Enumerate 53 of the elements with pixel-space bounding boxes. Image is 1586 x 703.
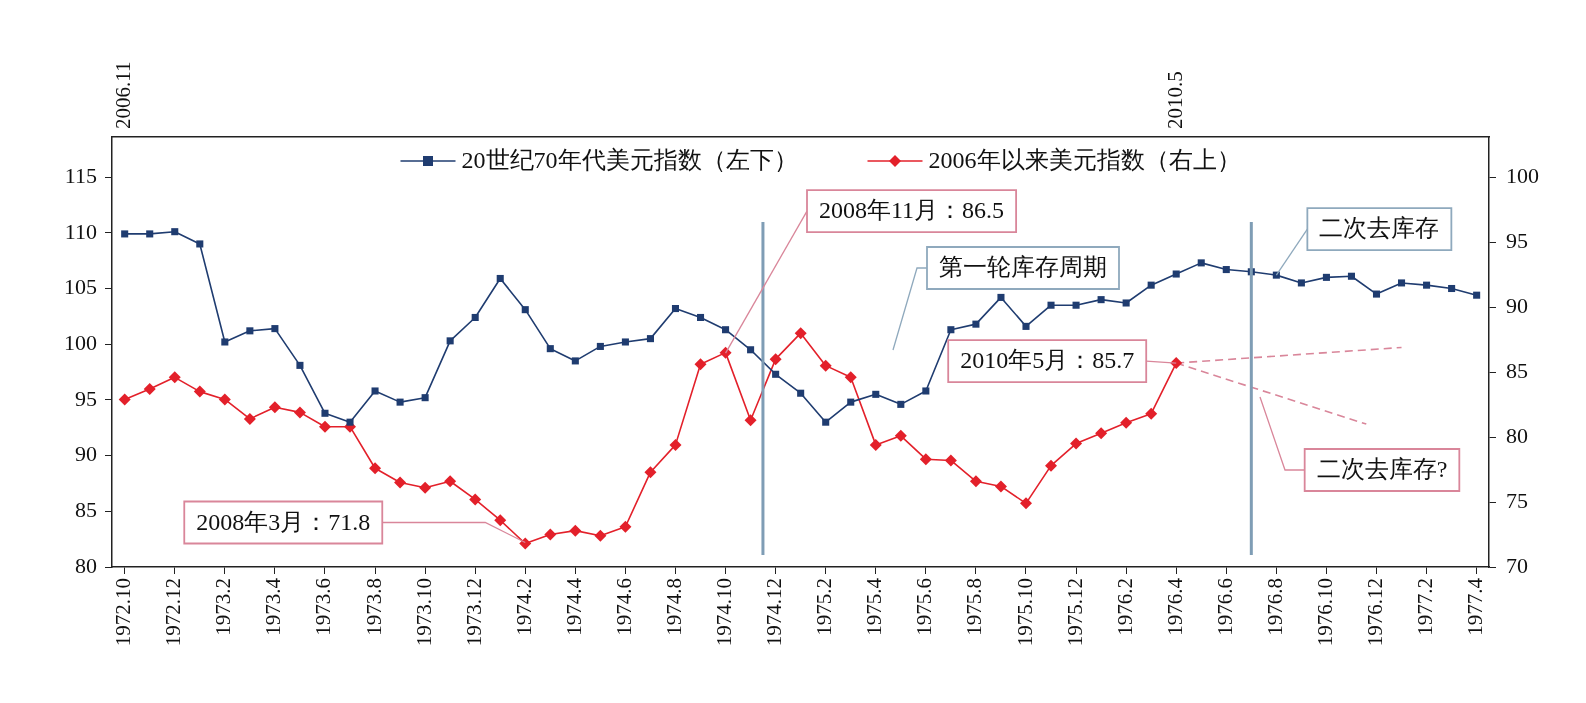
x-tick-label: 1973.12 xyxy=(461,578,486,647)
x-tick-label: 1976.10 xyxy=(1312,578,1337,647)
x-tick-label: 1975.8 xyxy=(962,578,987,636)
x-tick-label: 1974.6 xyxy=(611,578,636,636)
x-tick-label: 1976.8 xyxy=(1262,578,1287,636)
x-tick-label: 1977.2 xyxy=(1413,578,1438,636)
y2-tick-label: 85 xyxy=(1506,357,1528,383)
x-tick-label: 1974.8 xyxy=(662,578,686,636)
y2-tick-label: 75 xyxy=(1506,487,1528,513)
x-tick-label: 1974.4 xyxy=(561,577,586,636)
x-tick-label: 1975.4 xyxy=(862,577,887,636)
y-tick-label: 90 xyxy=(75,441,97,467)
x-tick-label: 1973.8 xyxy=(361,578,386,636)
x-tick-label: 1973.10 xyxy=(411,578,436,647)
x-tick-label: 1975.10 xyxy=(1012,578,1037,647)
annotation: 二次去库存? xyxy=(1316,456,1448,483)
y-tick-label: 85 xyxy=(75,497,97,523)
y2-tick-label: 70 xyxy=(1506,552,1528,578)
y2-tick-label: 80 xyxy=(1506,422,1528,448)
x-tick-label: 1975.12 xyxy=(1062,578,1087,647)
annotation: 第一轮库存周期 xyxy=(939,254,1107,281)
y2-tick-label: 90 xyxy=(1506,292,1528,318)
x-tick-label: 1975.6 xyxy=(912,578,937,636)
x-tick-label: 1974.2 xyxy=(511,578,536,636)
x-tick-label: 1977.4 xyxy=(1463,577,1488,636)
y2-tick-label: 95 xyxy=(1506,228,1528,254)
annotation: 2008年11月：86.5 xyxy=(819,197,1005,224)
annotation: 2010年5月：85.7 xyxy=(960,347,1135,374)
x2-tick-label: 2010.5 xyxy=(1162,71,1187,129)
y-tick-label: 100 xyxy=(64,329,97,355)
x-tick-label: 1974.10 xyxy=(712,578,737,647)
x-tick-label: 1972.10 xyxy=(111,578,136,647)
x-tick-label: 1973.6 xyxy=(311,578,336,636)
annotation: 2008年3月：71.8 xyxy=(196,508,371,535)
y-tick-label: 105 xyxy=(64,274,97,300)
x-tick-label: 1974.12 xyxy=(762,578,787,647)
y2-tick-label: 100 xyxy=(1506,163,1539,189)
x-tick-label: 1973.2 xyxy=(211,578,236,636)
x-tick-label: 1976.2 xyxy=(1112,578,1137,636)
x-tick-label: 1976.4 xyxy=(1162,577,1187,636)
x-tick-label: 1972.12 xyxy=(161,578,186,647)
legend-label: 20世纪70年代美元指数（左下） xyxy=(461,147,798,174)
annotation: 二次去库存 xyxy=(1319,215,1440,242)
x-tick-label: 1975.2 xyxy=(812,578,837,636)
x-tick-label: 1976.12 xyxy=(1363,578,1388,647)
y-tick-label: 80 xyxy=(75,552,97,578)
x2-tick-label: 2006.11 xyxy=(111,61,135,129)
y-tick-label: 95 xyxy=(75,385,97,411)
x-tick-label: 1976.6 xyxy=(1212,578,1237,636)
x-tick-label: 1973.4 xyxy=(261,577,286,636)
legend-label: 2006年以来美元指数（右上） xyxy=(928,147,1241,174)
y-tick-label: 115 xyxy=(64,162,97,188)
y-tick-label: 110 xyxy=(64,218,97,244)
